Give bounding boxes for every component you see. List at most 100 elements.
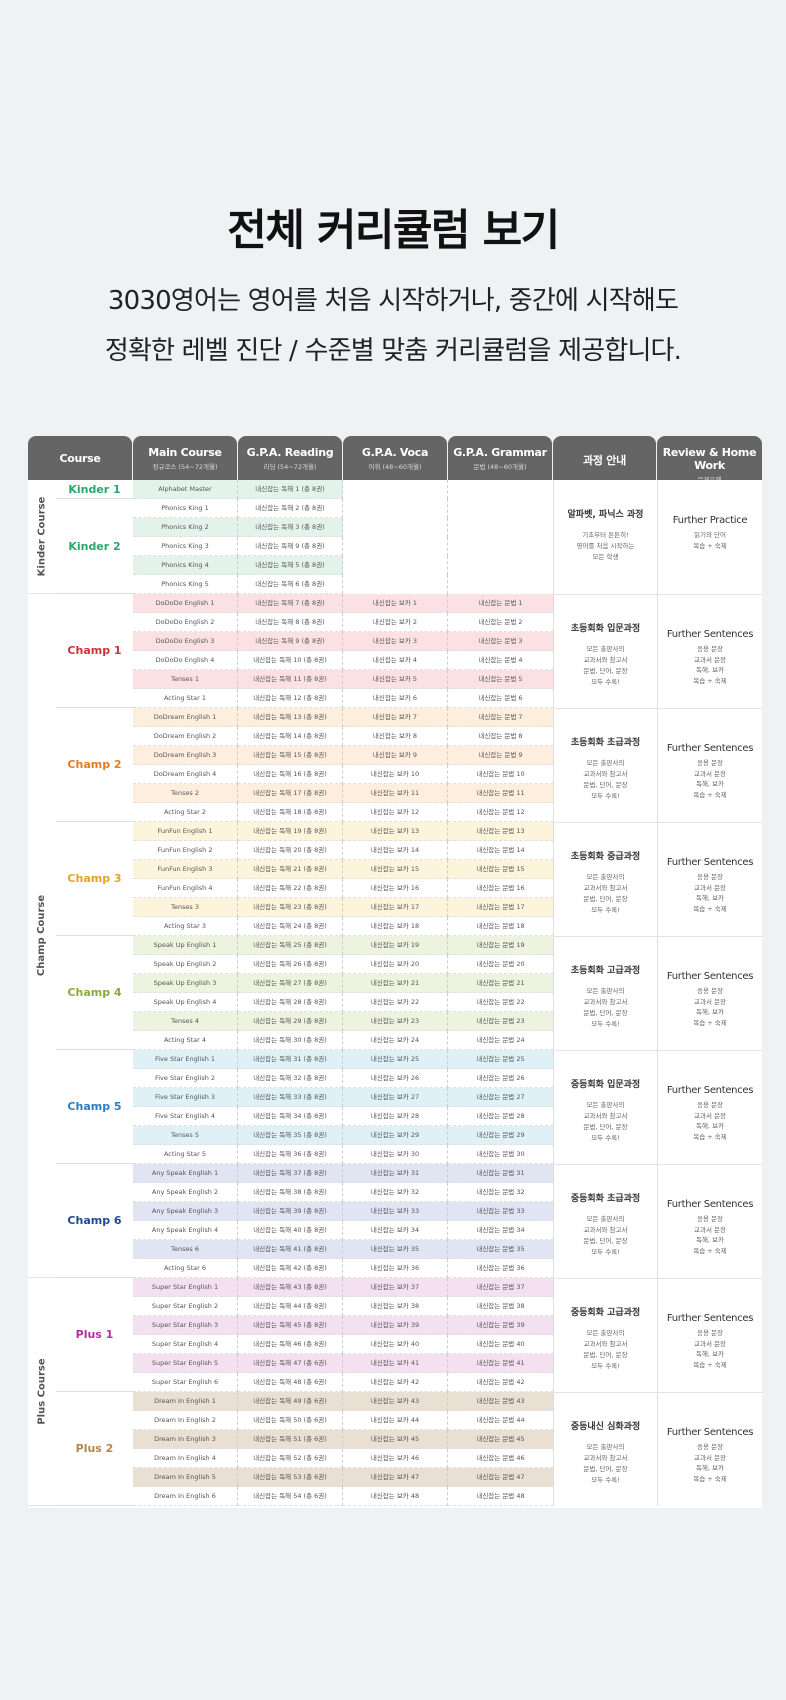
reading-cell: 내신잡는 독해 34 (총 8권) [238, 1107, 343, 1126]
voca-cell: 내신잡는 보카 26 [343, 1069, 448, 1088]
course-guide-desc: 모두 수록! [591, 1134, 620, 1142]
voca-cell: 내신잡는 보카 14 [343, 841, 448, 860]
reading-cell: 내신잡는 독해 37 (총 8권) [238, 1164, 343, 1183]
course-guide-desc: 문법, 단어, 문장 [583, 667, 628, 675]
voca-cell: 내신잡는 보카 43 [343, 1392, 448, 1411]
voca-cell: 내신잡는 보카 10 [343, 765, 448, 784]
review-title: Further Practice [672, 515, 748, 526]
reading-cell: 내신잡는 독해 52 (총 6권) [238, 1449, 343, 1468]
voca-cell: 내신잡는 보카 30 [343, 1145, 448, 1164]
course-guide-title: 초등회화 고급과정 [570, 966, 641, 976]
curriculum-table: Course Main Course 정규코스 (54~72개월) G.P.A. … [28, 436, 762, 1508]
header-main-course: Main Course 정규코스 (54~72개월) [133, 436, 237, 480]
header-grammar-label: G.P.A. Grammar [453, 446, 547, 459]
main-course-cell: Super Star English 5 [133, 1354, 238, 1373]
reading-cell: 내신잡는 독해 40 (총 8권) [238, 1221, 343, 1240]
grammar-cell: 내신잡는 문법 22 [448, 993, 553, 1012]
main-course-cell: DoDream English 1 [133, 708, 238, 727]
grammar-cell: 내신잡는 문법 16 [448, 879, 553, 898]
course-guide-content: 초등회화 중급과정 모든 출판사의 교과서와 참고서 문법, 단어, 문장 모두 수록! [554, 849, 657, 916]
main-course-cell: FunFun English 2 [133, 841, 238, 860]
voca-cell: 내신잡는 보카 21 [343, 974, 448, 993]
reading-cell: 내신잡는 독해 25 (총 8권) [238, 936, 343, 955]
course-guide: 중등회화 초급과정 모든 출판사의 교과서와 참고서 문법, 단어, 문장 모두 수록! [553, 1164, 657, 1278]
voca-cell: 내신잡는 보카 18 [343, 917, 448, 936]
voca-cell: 내신잡는 보카 15 [343, 860, 448, 879]
grammar-cell: 내신잡는 문법 46 [448, 1449, 553, 1468]
reading-cell: 내신잡는 독해 45 (총 8권) [238, 1316, 343, 1335]
reading-cell: 내신잡는 독해 44 (총 8권) [238, 1297, 343, 1316]
page-subtitle-line2: 정확한 레벨 진단 / 수준별 맞춤 커리큘럼을 제공합니다. [104, 336, 682, 366]
header-guide: 과정 안내 [553, 436, 656, 480]
voca-cell [343, 499, 448, 518]
course-guide-content: 중등회화 입문과정 모든 출판사의 교과서와 참고서 문법, 단어, 문장 모두 수록! [554, 1077, 657, 1144]
grammar-cell [448, 480, 553, 499]
guide-separator [553, 594, 762, 595]
main-course-cell: DoDoDo English 4 [133, 651, 238, 670]
main-course-cell: Super Star English 4 [133, 1335, 238, 1354]
main-course-cell: Any Speak English 2 [133, 1183, 238, 1202]
voca-cell: 내신잡는 보카 12 [343, 803, 448, 822]
course-guide: 초등회화 고급과정 모든 출판사의 교과서와 참고서 문법, 단어, 문장 모두 수록! [553, 936, 657, 1050]
reading-cell: 내신잡는 독해 7 (총 8권) [238, 594, 343, 613]
review-desc: 복습 + 숙제 [693, 904, 727, 913]
course-guide: 초등회화 입문과정 모든 출판사의 교과서와 참고서 문법, 단어, 문장 모두 수록! [553, 594, 657, 708]
main-course-cell: FunFun English 1 [133, 822, 238, 841]
review-desc: 독해, 보카 [695, 1464, 725, 1472]
grammar-cell [448, 575, 553, 594]
reading-cell: 내신잡는 독해 23 (총 8권) [238, 898, 343, 917]
review-desc: 응용 문장 [697, 1101, 723, 1109]
reading-cell: 내신잡는 독해 27 (총 8권) [238, 974, 343, 993]
main-course-cell: Dream In English 4 [133, 1449, 238, 1468]
course-group-text: Plus Course [36, 1358, 48, 1425]
grammar-cell: 내신잡는 문법 14 [448, 841, 553, 860]
guide-separator [553, 1050, 762, 1051]
page-title: 전체 커리큘럼 보기 [227, 206, 560, 256]
review-homework: Further Sentences 응용 문장 교과서 문장 독해, 보카 복습 + 숙… [657, 936, 762, 1050]
course-guide-desc: 교과서와 참고서 [583, 884, 628, 892]
grammar-cell: 내신잡는 문법 11 [448, 784, 553, 803]
review-desc: 독해, 보카 [695, 1350, 725, 1358]
main-course-cell: Acting Star 6 [133, 1259, 238, 1278]
main-course-cell: Super Star English 3 [133, 1316, 238, 1335]
reading-cell: 내신잡는 독해 9 (총 8권) [238, 632, 343, 651]
guide-separator [553, 708, 762, 709]
main-course-cell: Any Speak English 1 [133, 1164, 238, 1183]
curriculum-table-body: Kinder Course Champ Course Plus Course Kind… [28, 480, 762, 1508]
course-guide-desc: 문법, 단어, 문장 [583, 1009, 628, 1017]
level-label: Champ 6 [56, 1164, 133, 1278]
review-desc: 교과서 문장 [694, 1225, 726, 1234]
level-label: Plus 1 [56, 1278, 133, 1392]
course-guide-desc: 모두 수록! [591, 1020, 620, 1028]
review-homework: Further Sentences 응용 문장 교과서 문장 독해, 보카 복습 + 숙… [657, 1050, 762, 1164]
main-course-cell: FunFun English 3 [133, 860, 238, 879]
voca-cell [343, 556, 448, 575]
voca-cell: 내신잡는 보카 44 [343, 1411, 448, 1430]
course-guide-desc: 교과서와 참고서 [583, 656, 628, 664]
grammar-cell: 내신잡는 문법 27 [448, 1088, 553, 1107]
main-course-cell: Tenses 2 [133, 784, 238, 803]
reading-cell: 내신잡는 독해 14 (총 8권) [238, 727, 343, 746]
header-grammar-sub: 문법 (48~60개월) [473, 463, 527, 471]
course-guide-title: 초등회화 입문과정 [570, 624, 641, 634]
grammar-cell: 내신잡는 문법 41 [448, 1354, 553, 1373]
reading-cell: 내신잡는 독해 54 (총 6권) [238, 1487, 343, 1506]
reading-cell: 내신잡는 독해 43 (총 8권) [238, 1278, 343, 1297]
guide-separator [553, 822, 762, 823]
review-desc: 교과서 문장 [694, 769, 726, 778]
voca-cell: 내신잡는 보카 11 [343, 784, 448, 803]
course-guide-content: 중등회화 고급과정 모든 출판사의 교과서와 참고서 문법, 단어, 문장 모두 수록! [554, 1305, 657, 1372]
reading-cell: 내신잡는 독해 30 (총 8권) [238, 1031, 343, 1050]
reading-cell: 내신잡는 독해 36 (총 8권) [238, 1145, 343, 1164]
course-guide-desc: 모두 수록! [591, 678, 620, 686]
voca-cell [343, 480, 448, 499]
grammar-cell: 내신잡는 문법 10 [448, 765, 553, 784]
course-guide-desc: 교과서와 참고서 [583, 998, 628, 1006]
reading-cell: 내신잡는 독해 48 (총 6권) [238, 1373, 343, 1392]
review-desc: 복습 + 숙제 [693, 1018, 727, 1027]
grammar-cell: 내신잡는 문법 29 [448, 1126, 553, 1145]
guide-separator [553, 1278, 762, 1279]
course-guide-desc: 문법, 단어, 문장 [583, 895, 628, 903]
review-desc: 복습 + 숙제 [693, 1474, 727, 1483]
review-title: Further Sentences [666, 743, 754, 754]
